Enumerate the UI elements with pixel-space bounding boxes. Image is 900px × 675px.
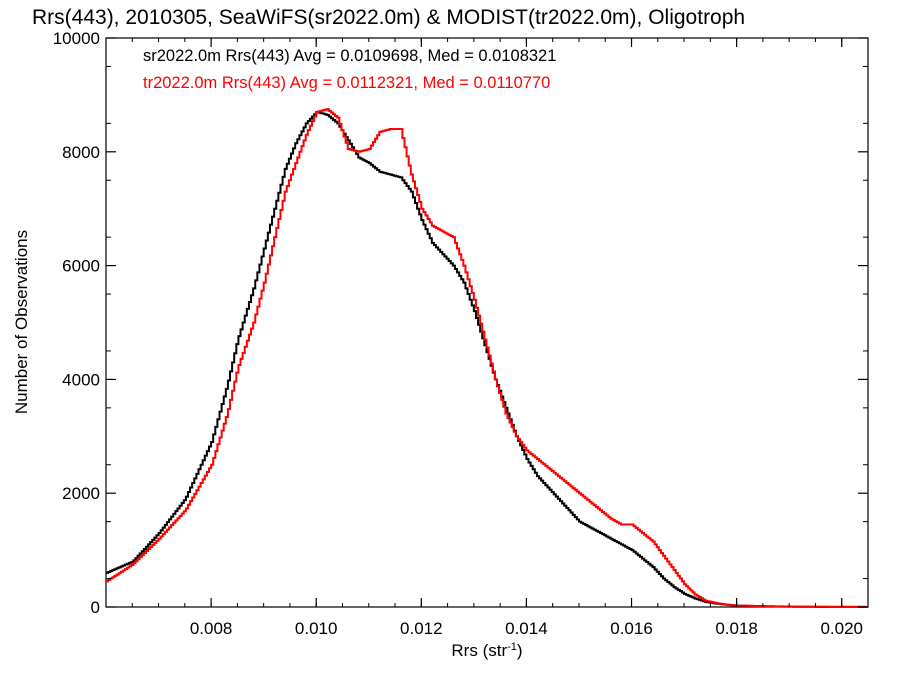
series-layer: [106, 108, 868, 608]
legend-entry-1: sr2022.0m Rrs(443) Avg = 0.0109698, Med …: [143, 47, 556, 65]
x-tick-label: 0.014: [505, 619, 548, 638]
series-2-line: [106, 108, 868, 608]
x-tick-label: 0.008: [190, 619, 233, 638]
x-axis-label: Rrs (str-1): [451, 641, 522, 660]
y-tick-label: 4000: [62, 370, 100, 389]
x-axis-ticks: 0.008 0.010 0.012 0.014 0.016 0.018 0.020: [131, 38, 863, 638]
x-tick-label: 0.018: [715, 619, 758, 638]
y-axis-ticks: 0 2000 4000 6000 8000 10000: [53, 29, 868, 617]
plot-frame: [105, 37, 869, 608]
x-tick-label: 0.016: [610, 619, 653, 638]
y-axis-label: Number of Observations: [12, 230, 31, 414]
y-tick-label: 8000: [62, 143, 100, 162]
x-axis-label-main: Rrs (str: [451, 641, 507, 660]
x-axis-label-superscript: -1: [507, 641, 517, 653]
y-tick-label: 0: [91, 598, 100, 617]
x-tick-label: 0.020: [820, 619, 863, 638]
chart-title: Rrs(443), 2010305, SeaWiFS(sr2022.0m) & …: [32, 6, 745, 29]
x-axis-label-close: ): [517, 641, 523, 660]
x-tick-label: 0.010: [295, 619, 338, 638]
y-tick-label: 10000: [53, 29, 100, 48]
x-tick-label: 0.012: [400, 619, 443, 638]
y-tick-label: 2000: [62, 484, 100, 503]
y-tick-label: 6000: [62, 257, 100, 276]
plot-area: 0.008 0.010 0.012 0.014 0.016 0.018 0.020 0 200…: [53, 29, 869, 638]
series-1-line: [106, 110, 868, 608]
legend-entry-2: tr2022.0m Rrs(443) Avg = 0.0112321, Med …: [143, 74, 550, 92]
legend: sr2022.0m Rrs(443) Avg = 0.0109698, Med …: [143, 47, 556, 92]
